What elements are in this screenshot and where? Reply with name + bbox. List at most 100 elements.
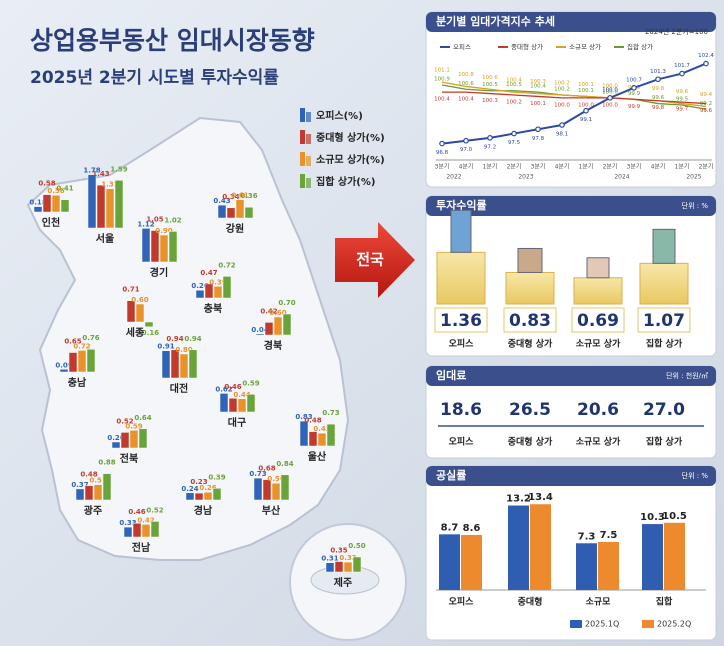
vacancy-bar — [642, 524, 663, 590]
region-value-label: 0.42 — [137, 516, 154, 524]
region-value-label: 0.84 — [276, 460, 293, 468]
region-value-label: 0.58 — [38, 180, 55, 188]
index-value-label: 99.9 — [628, 104, 641, 110]
region-bar — [87, 174, 97, 229]
region-name: 제주 — [334, 576, 352, 589]
region-value-label: 0.90 — [155, 227, 172, 235]
region-bar — [244, 206, 254, 219]
region-name: 전남 — [132, 541, 151, 554]
region-value-label: 0.46 — [224, 383, 241, 391]
value-box — [503, 307, 557, 333]
region-value-label: 0.91 — [157, 343, 174, 351]
region-bar — [213, 286, 223, 299]
region-value-label: 0.47 — [200, 269, 217, 277]
index-value-label: 97.5 — [508, 140, 521, 146]
vacancy-value-label: 7.5 — [600, 530, 618, 541]
region-value-label: 0.20 — [107, 434, 124, 442]
x-tick-label: 2분기 — [603, 163, 618, 171]
index-value-label: 97.2 — [484, 144, 496, 150]
region-value-label: 0.48 — [80, 471, 97, 479]
region-value-label: 0.71 — [122, 286, 139, 294]
index-point — [559, 122, 565, 128]
vacancy-value-label: 10.5 — [662, 511, 687, 522]
vacancy-bar — [664, 522, 685, 590]
region-value-label: 0.37 — [71, 481, 88, 489]
index-value-label: 100.0 — [602, 83, 618, 89]
region-bar — [123, 526, 133, 538]
panel-note: 2024년 2분기=100 — [645, 27, 708, 36]
region-value-label: 1.31 — [101, 181, 118, 189]
region-value-label: 0.39 — [209, 278, 226, 286]
vacancy-category: 중대형 — [518, 596, 543, 608]
rent-category: 오피스 — [449, 436, 475, 448]
region-value-label: 0.70 — [278, 299, 295, 307]
region-bar — [280, 474, 290, 501]
index-value-label: 100.6 — [482, 75, 498, 81]
x-tick-label: 2분기 — [507, 163, 522, 171]
year-label: 2024 — [614, 174, 629, 181]
x-tick-label: 3분기 — [435, 163, 450, 171]
region-value-label: 1.05 — [146, 216, 163, 224]
region-value-label: 0.43 — [213, 197, 230, 205]
index-value-label: 100.4 — [506, 78, 522, 84]
return-pedestal — [436, 251, 486, 305]
index-point — [511, 130, 517, 137]
legend-label: 소규모 상가(%) — [316, 153, 385, 166]
panel-header — [426, 366, 716, 386]
region-name: 강원 — [226, 222, 244, 235]
panel-unit: 단위 : % — [682, 471, 709, 480]
region-bar — [42, 194, 52, 213]
vacancy-bar — [530, 504, 551, 590]
region-bar — [308, 431, 318, 447]
region-value-label: 0.26 — [191, 282, 208, 290]
region-bar — [84, 485, 94, 501]
region-bar — [246, 394, 256, 413]
index-value-label: 100.2 — [506, 100, 522, 106]
panel-title: 임대료 — [436, 368, 466, 382]
region-bar — [262, 479, 272, 501]
region-bar — [255, 333, 265, 336]
region-bar — [203, 491, 213, 501]
region-value-label: 0.35 — [330, 547, 347, 555]
region-bar — [228, 397, 238, 413]
region-value-label: 1.59 — [110, 165, 127, 173]
region-bar — [179, 353, 189, 379]
main-title: 상업용부동산 임대시장동향 — [30, 26, 315, 55]
index-value-label: 96.8 — [436, 150, 449, 156]
region-bar — [144, 321, 154, 328]
index-point — [655, 76, 661, 83]
index-value-label: 99.8 — [652, 105, 665, 111]
region-value-label: 0.80 — [175, 346, 192, 354]
region-value-label: 0.44 — [233, 391, 250, 399]
return-value: 1.07 — [643, 311, 685, 331]
return-value: 1.36 — [440, 311, 482, 331]
index-value-label: 97.0 — [460, 147, 473, 153]
region-name: 경남 — [194, 504, 213, 517]
region-value-label: 0.09 — [55, 361, 72, 369]
index-value-label: 100.0 — [578, 102, 594, 108]
index-value-label: 99.8 — [652, 86, 665, 92]
return-value: 0.83 — [509, 311, 551, 331]
region-value-label: 0.94 — [184, 335, 201, 343]
region-bar — [325, 562, 335, 573]
region-bar — [212, 488, 222, 501]
region-value-label: 0.73 — [322, 409, 339, 417]
index-value-label: 101.1 — [434, 68, 450, 74]
region-bar — [194, 492, 204, 501]
region-value-label: 0.46 — [128, 508, 145, 516]
index-value-label: 100.5 — [482, 82, 498, 88]
region-bar — [86, 348, 96, 373]
region-bar — [273, 316, 283, 336]
region-bar — [150, 521, 160, 538]
region-value-label: 0.56 — [47, 187, 64, 195]
region-bar — [217, 204, 227, 219]
region-bar — [138, 428, 148, 449]
region-value-label: 0.94 — [166, 335, 183, 343]
region-bar — [352, 556, 362, 573]
index-point — [439, 140, 445, 147]
index-value-label: 100.5 — [506, 82, 522, 88]
region-value-label: 0.60 — [131, 296, 148, 304]
index-value-label: 99.7 — [676, 107, 689, 113]
index-point — [583, 107, 589, 114]
region-bar — [326, 423, 336, 447]
